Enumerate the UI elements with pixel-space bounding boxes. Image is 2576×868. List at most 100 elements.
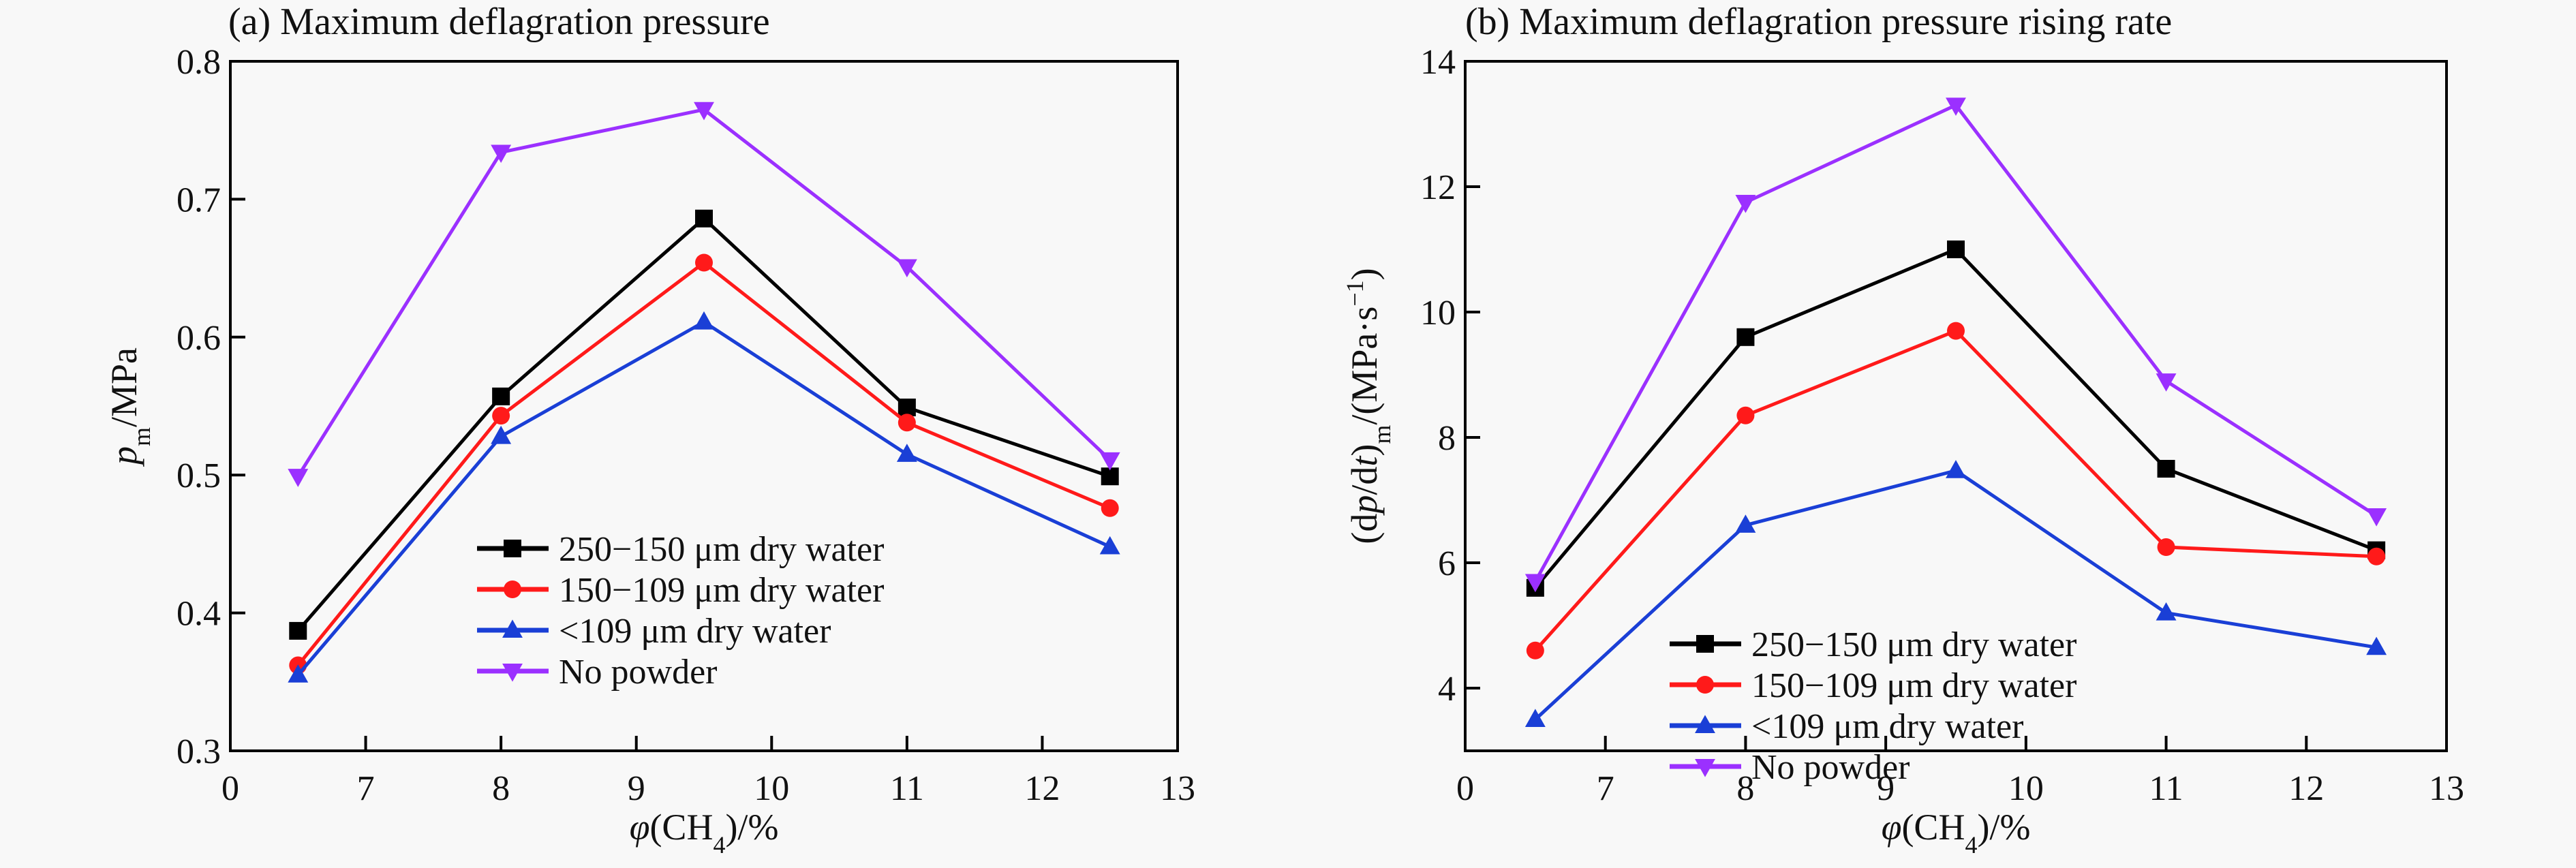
y-tick-label: 0.3 — [177, 732, 221, 771]
panel-b: (b) Maximum deflagration pressure rising… — [1341, 1, 2464, 858]
data-point — [1524, 709, 1546, 728]
series-3 — [1524, 97, 2387, 593]
data-point — [1099, 536, 1120, 555]
x-axis-label: φ(CH4)/% — [1882, 807, 2031, 858]
series-3 — [288, 102, 1120, 487]
data-point — [694, 102, 714, 121]
data-point — [1735, 514, 1756, 533]
legend-marker — [502, 619, 523, 638]
y-tick-label: 8 — [1438, 419, 1456, 458]
data-point — [1101, 467, 1119, 486]
series-2 — [288, 311, 1120, 683]
series-0 — [1526, 241, 2386, 597]
legend-marker — [502, 663, 523, 682]
legend-item: <109 μm dry water — [477, 612, 831, 651]
x-tick-label: 0 — [221, 769, 239, 808]
data-point — [288, 469, 309, 487]
series-line — [296, 108, 1111, 478]
x-tick-label: 8 — [1736, 769, 1754, 808]
legend-label: No powder — [1751, 748, 1910, 787]
data-point — [2367, 547, 2386, 565]
x-tick-label: 10 — [2008, 769, 2044, 808]
x-tick-label: 10 — [754, 769, 789, 808]
data-point — [1735, 194, 1756, 213]
data-point — [289, 621, 307, 640]
data-point — [898, 414, 916, 432]
x-tick-label: 9 — [1877, 769, 1895, 808]
legend-item: 250−150 μm dry water — [1670, 625, 2076, 664]
data-point — [1947, 241, 1965, 258]
series-layer — [1524, 97, 2387, 728]
x-tick-label: 0 — [1456, 769, 1474, 808]
series-0 — [289, 209, 1119, 640]
data-point — [1947, 322, 1965, 340]
data-point — [1736, 406, 1755, 424]
data-point — [1526, 641, 1544, 660]
data-point — [695, 253, 713, 272]
y-tick-label: 0.7 — [177, 181, 221, 219]
data-point — [2366, 636, 2387, 655]
chart-title: (a) Maximum deflagration pressure — [228, 1, 770, 43]
legend-label: 250−150 μm dry water — [559, 530, 884, 569]
y-axis-label: (dp/dt)m/(MPa·s−1) — [1341, 268, 1396, 544]
chart-title: (b) Maximum deflagration pressure rising… — [1465, 1, 2172, 43]
x-axis-label: φ(CH4)/% — [630, 807, 779, 858]
series-layer — [288, 102, 1120, 683]
plot-frame — [1464, 60, 2448, 752]
x-tick-label: 12 — [1024, 769, 1060, 808]
data-point — [491, 425, 512, 444]
y-tick-label: 14 — [1420, 43, 1456, 82]
legend-label: <109 μm dry water — [1751, 707, 2023, 746]
y-tick-label: 12 — [1420, 168, 1456, 207]
x-tick-label: 12 — [2288, 769, 2324, 808]
series-1 — [1526, 322, 2386, 660]
data-point — [694, 311, 714, 330]
data-point — [2157, 460, 2175, 478]
y-tick-label: 0.5 — [177, 456, 221, 495]
series-line — [1533, 247, 2378, 589]
data-point — [1101, 499, 1119, 517]
data-point — [492, 407, 510, 425]
data-point — [491, 144, 512, 164]
series-1 — [289, 253, 1119, 675]
legend-label: No powder — [559, 653, 718, 692]
y-tick-label: 0.4 — [177, 595, 221, 634]
legend-marker — [1695, 715, 1715, 734]
data-point — [896, 444, 917, 462]
x-tick-label: 13 — [2429, 769, 2464, 808]
legend-item: 250−150 μm dry water — [477, 530, 884, 569]
legend-item: 150−109 μm dry water — [477, 571, 884, 610]
plot-frame — [229, 60, 1179, 752]
x-tick-label: 11 — [2149, 769, 2183, 808]
y-axis-label: pm/MPa — [104, 347, 155, 467]
legend-label: <109 μm dry water — [559, 612, 831, 651]
x-tick-label: 13 — [1160, 769, 1195, 808]
data-point — [2366, 508, 2387, 527]
data-point — [288, 664, 309, 683]
axis-ticks: 0 7 8 9 10 11 12 13 0.3 0.4 0.5 0.6 0.7 0.8 — [177, 43, 1195, 808]
y-tick-label: 10 — [1420, 294, 1456, 332]
legend-marker — [504, 580, 521, 598]
data-point — [2156, 373, 2177, 392]
legend-label: 250−150 μm dry water — [1751, 625, 2076, 664]
data-point — [1946, 97, 1966, 116]
y-tick-label: 6 — [1438, 544, 1456, 583]
legend-item: <109 μm dry water — [1670, 707, 2023, 746]
legend-item: No powder — [1670, 748, 1910, 787]
series-2 — [1524, 460, 2387, 728]
x-tick-label: 7 — [1597, 769, 1614, 808]
legend-marker — [1696, 635, 1714, 653]
data-point — [896, 259, 917, 278]
legend-marker — [1696, 676, 1714, 694]
data-point — [1946, 460, 1966, 478]
data-point — [2157, 538, 2175, 556]
data-point — [1099, 452, 1120, 471]
y-tick-label: 4 — [1438, 670, 1456, 709]
legend-item: 150−109 μm dry water — [1670, 666, 2076, 705]
legend-marker — [504, 540, 521, 557]
data-point — [492, 387, 510, 405]
data-point — [2156, 602, 2177, 621]
